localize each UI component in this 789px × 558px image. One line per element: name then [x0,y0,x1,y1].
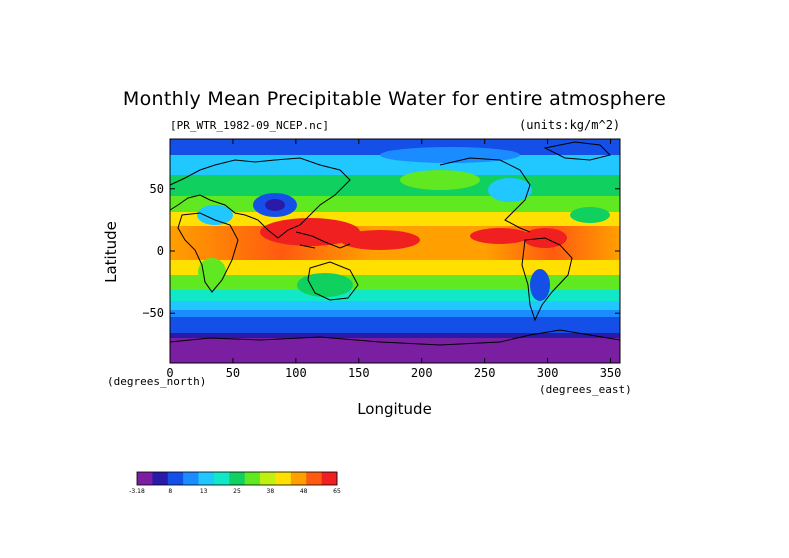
colorbar-swatch [275,472,292,485]
y-axis-unit: (degrees_east) [539,383,632,396]
andes-dry [530,269,550,301]
map-title: Monthly Mean Precipitable Water for enti… [122,88,667,110]
north-america-coast [439,157,531,233]
colorbar-swatch [244,472,261,485]
rockies-dry [488,178,532,202]
band-south-sub [170,275,620,291]
x-axis-ticks: 0 50 100 150 200 250 300 350 [166,139,621,380]
band-north-sub [170,196,620,214]
band-south-mid2 [170,301,620,311]
tibet-core [265,199,285,211]
band-north-high [170,155,620,177]
colorbar-label: 65 [333,488,341,495]
x-tick-label: 200 [411,366,433,380]
south-america-coast [521,237,573,322]
colorbar-swatch [152,472,169,485]
x-tick-label: 100 [285,366,307,380]
pacific-high [380,147,520,163]
x-tick-label: 150 [348,366,370,380]
colorbar-swatch [290,472,307,485]
north-pacific-moist [400,170,480,190]
australia-coast [307,261,359,301]
x-tick-label: 250 [474,366,496,380]
colorbar-swatch [321,472,338,485]
x-tick-label: 350 [600,366,622,380]
x-tick-label: 50 [226,366,240,380]
australia-dry [297,273,353,297]
x-axis-label: Longitude [357,400,432,418]
band-north-mid [170,175,620,197]
greenland-coast [543,141,611,161]
pacific-warm [340,230,420,250]
eurasia-coast [169,157,351,239]
colorbar-label: -3.18 [129,488,145,495]
units-label: (units:kg/m^2) [519,118,621,132]
colorbar: -3.18 8 13 25 38 48 65 [129,471,341,495]
band-southern-ocean2 [170,317,620,334]
atlantic-north [570,207,610,223]
warm-pool [260,218,360,246]
colorbar-label: 38 [267,488,275,495]
colorbar-swatch [306,472,322,485]
antarctica-coast [169,329,621,346]
colorbar-label: 13 [200,488,208,495]
y-axis-ticks: 50 0 −50 [142,182,620,320]
band-south-tropic [170,260,620,276]
colorbar-swatch [260,472,276,485]
africa-coast [177,212,239,293]
colorbar-swatch [137,472,153,485]
band-southern-ocean [170,310,620,318]
coastlines [169,141,621,346]
sahara-dry [197,205,233,225]
band-antarctica [170,338,620,363]
colorbar-swatch [183,472,199,485]
y-tick-label: −50 [142,306,164,320]
colorbar-swatch [198,472,215,485]
y-tick-label: 0 [157,244,164,258]
colorbar-label: 48 [300,488,308,495]
colorbar-swatch [167,472,184,485]
colorbar-swatch [213,472,230,485]
band-north-tropic [170,212,620,228]
band-south-mid [170,290,620,302]
colorbar-label: 8 [168,488,172,495]
file-label: [PR_WTR_1982-09_NCEP.nc] [170,119,329,132]
indonesia-coast [295,231,351,249]
south-africa [198,258,226,286]
colorbar-label: 25 [233,488,241,495]
colorbar-frame [136,471,338,486]
y-tick-label: 50 [150,182,164,196]
x-tick-label: 300 [537,366,559,380]
band-antarctic-edge [170,333,620,339]
heatmap-field [170,139,620,363]
x-tick-label: 0 [166,366,173,380]
east-pacific-itcz [470,228,530,244]
colorbar-swatch [229,472,245,485]
x-axis-unit: (degrees_north) [107,375,207,388]
